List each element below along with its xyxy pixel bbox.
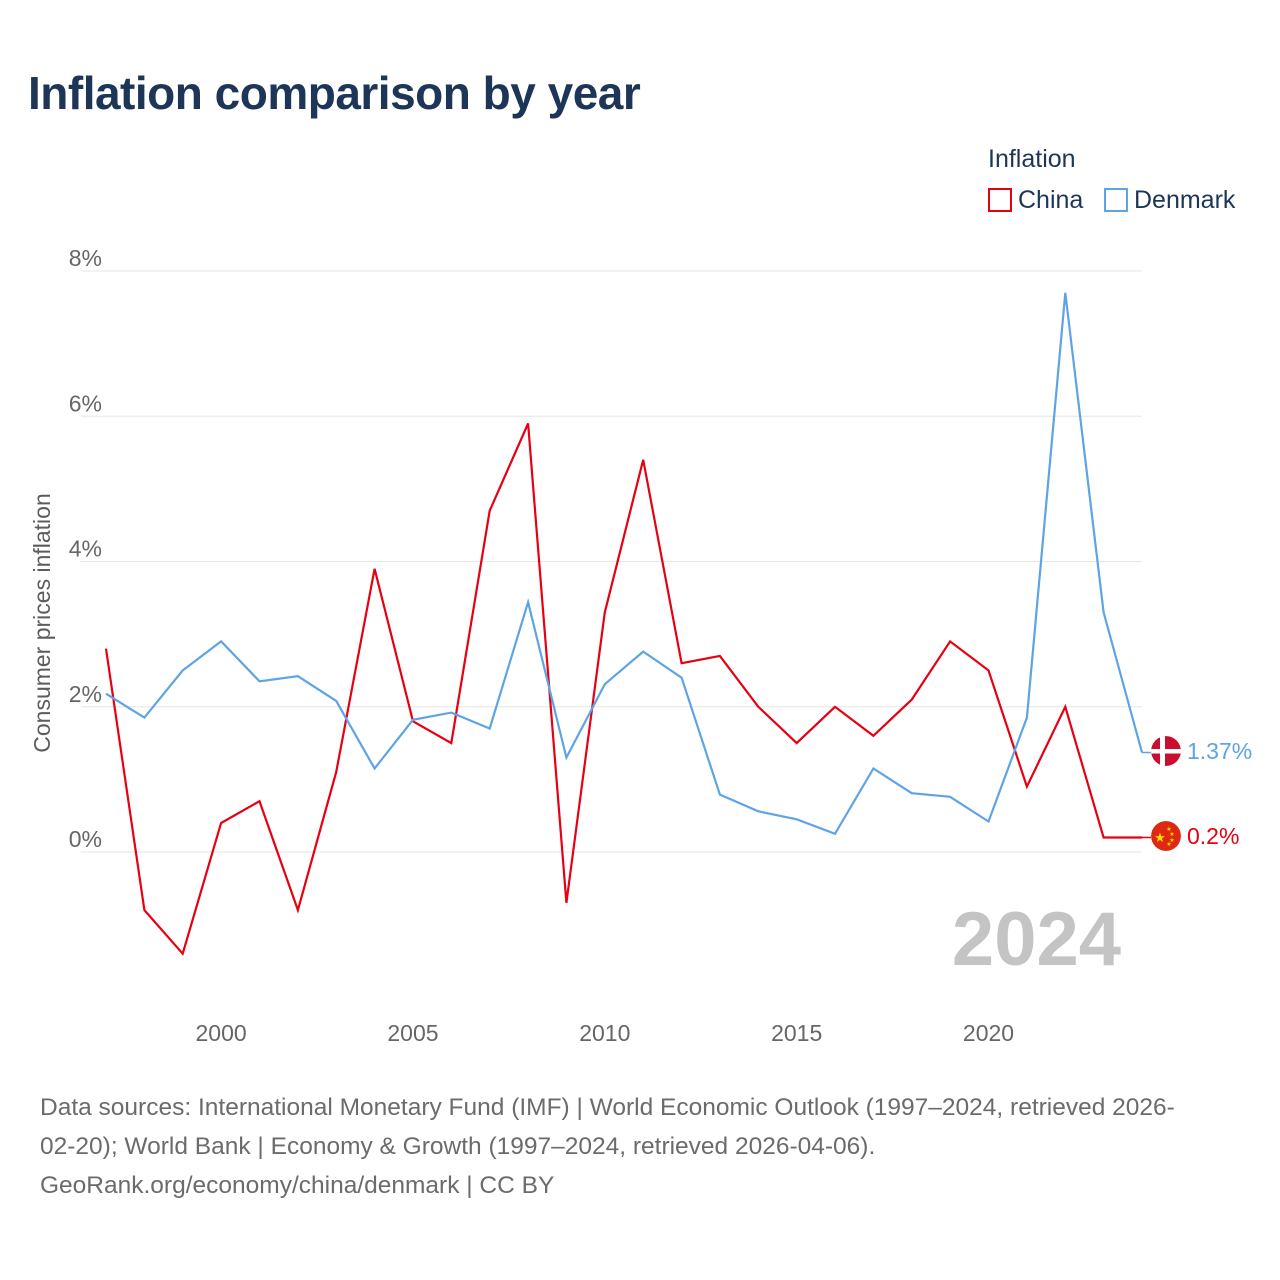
svg-text:★: ★ bbox=[1169, 831, 1174, 838]
legend-swatch-denmark bbox=[1104, 188, 1128, 212]
y-tick-label: 0% bbox=[69, 826, 102, 852]
end-label-china: 0.2% bbox=[1187, 823, 1239, 849]
svg-text:★: ★ bbox=[1166, 841, 1171, 848]
series-line-denmark bbox=[105, 292, 1144, 836]
china-flag-icon: ★ ★ ★ ★ ★ bbox=[1151, 821, 1181, 851]
sources-line-3: GeoRank.org/economy/china/denmark | CC B… bbox=[40, 1172, 555, 1199]
sources-line-1: Data sources: International Monetary Fun… bbox=[40, 1094, 1175, 1121]
denmark-flag-icon bbox=[1151, 736, 1181, 766]
end-label-denmark: 1.37% bbox=[1187, 738, 1252, 764]
legend-swatch-china bbox=[988, 188, 1012, 212]
legend-label-china: China bbox=[1018, 185, 1084, 214]
x-tick-label: 2020 bbox=[963, 1020, 1014, 1046]
x-tick-label: 2005 bbox=[387, 1020, 438, 1046]
y-axis-ticks: 0% 2% 4% 6% 8% bbox=[69, 245, 102, 852]
series-lines bbox=[104, 292, 1151, 956]
data-sources: Data sources: International Monetary Fun… bbox=[40, 1088, 1250, 1205]
year-watermark: 2024 bbox=[952, 897, 1121, 982]
legend-title: Inflation bbox=[988, 145, 1076, 173]
x-tick-label: 2000 bbox=[196, 1020, 247, 1046]
x-axis-ticks: 2000 2005 2010 2015 2020 bbox=[196, 1020, 1015, 1046]
y-tick-label: 6% bbox=[69, 390, 102, 416]
y-tick-label: 2% bbox=[69, 681, 102, 707]
y-tick-label: 4% bbox=[69, 536, 102, 562]
y-axis-label: Consumer prices inflation bbox=[29, 493, 55, 753]
end-markers: ★ ★ ★ ★ ★ 1.37% 0.2% bbox=[1151, 736, 1252, 851]
svg-text:★: ★ bbox=[1166, 826, 1171, 833]
svg-text:★: ★ bbox=[1169, 837, 1174, 844]
series-line-china bbox=[104, 423, 1142, 956]
x-tick-label: 2015 bbox=[771, 1020, 822, 1046]
page-title: Inflation comparison by year bbox=[28, 67, 641, 119]
legend-label-denmark: Denmark bbox=[1134, 185, 1236, 214]
y-tick-label: 8% bbox=[69, 245, 102, 271]
line-chart: 0% 2% 4% 6% 8% 2000 2005 2010 2015 2020 2024 Con… bbox=[29, 245, 1252, 1046]
svg-text:★: ★ bbox=[1154, 831, 1166, 846]
legend-item-denmark[interactable]: Denmark bbox=[1104, 186, 1235, 214]
x-tick-label: 2010 bbox=[579, 1020, 630, 1046]
sources-line-2: 02-20); World Bank | Economy & Growth (1… bbox=[40, 1133, 876, 1160]
gridlines bbox=[81, 270, 1142, 853]
legend-item-china[interactable]: China bbox=[988, 186, 1083, 214]
